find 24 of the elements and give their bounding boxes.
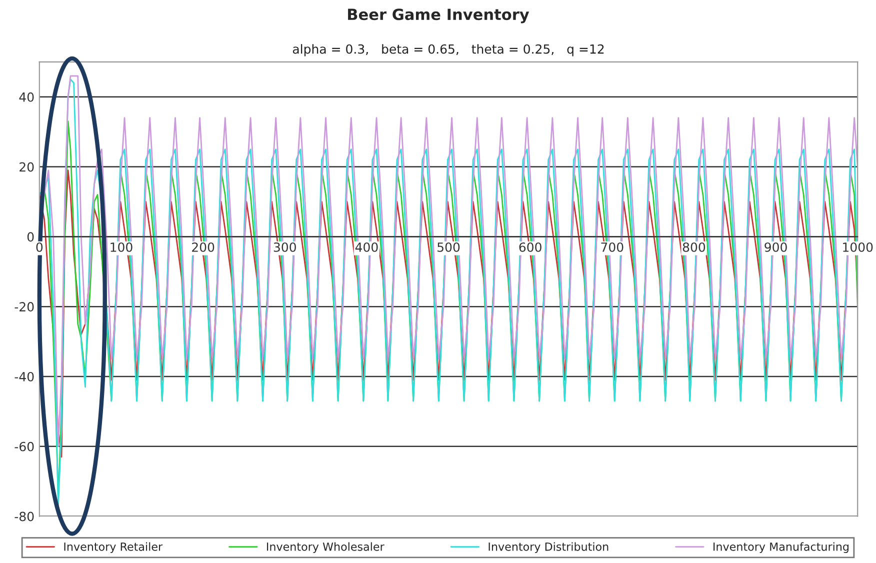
y-tick-label: -80 [14,512,34,522]
legend-label: Inventory Manufacturing [714,542,848,553]
x-tick-label: 200 [192,242,214,252]
chart-subtitle: alpha = 0.3, beta = 0.65, theta = 0.25, q =12 [292,44,604,56]
x-tick-label: 500 [438,242,460,252]
x-tick-label: 900 [764,242,787,252]
legend-label: Inventory Distribution [488,542,608,553]
chart-title: Beer Game Inventory [348,8,530,24]
y-tick-label: 20 [20,162,34,172]
x-tick-label: 400 [355,242,378,252]
y-tick-label: 40 [19,92,34,102]
y-tick-label: -60 [14,442,34,452]
x-tick-label: 700 [601,242,624,252]
y-tick-label: -20 [14,302,34,312]
x-tick-label: 800 [682,242,706,252]
x-tick-label: 0 [36,242,43,252]
x-tick-label: 100 [110,242,132,252]
x-tick-label: 1000 [843,242,873,252]
x-tick-label: 600 [519,242,542,252]
y-tick-label: 0 [27,232,34,242]
legend-label: Inventory Wholesaler [266,542,384,553]
y-tick-label: -40 [14,372,34,382]
legend-label: Inventory Retailer [64,542,163,553]
x-tick-label: 300 [274,242,296,252]
